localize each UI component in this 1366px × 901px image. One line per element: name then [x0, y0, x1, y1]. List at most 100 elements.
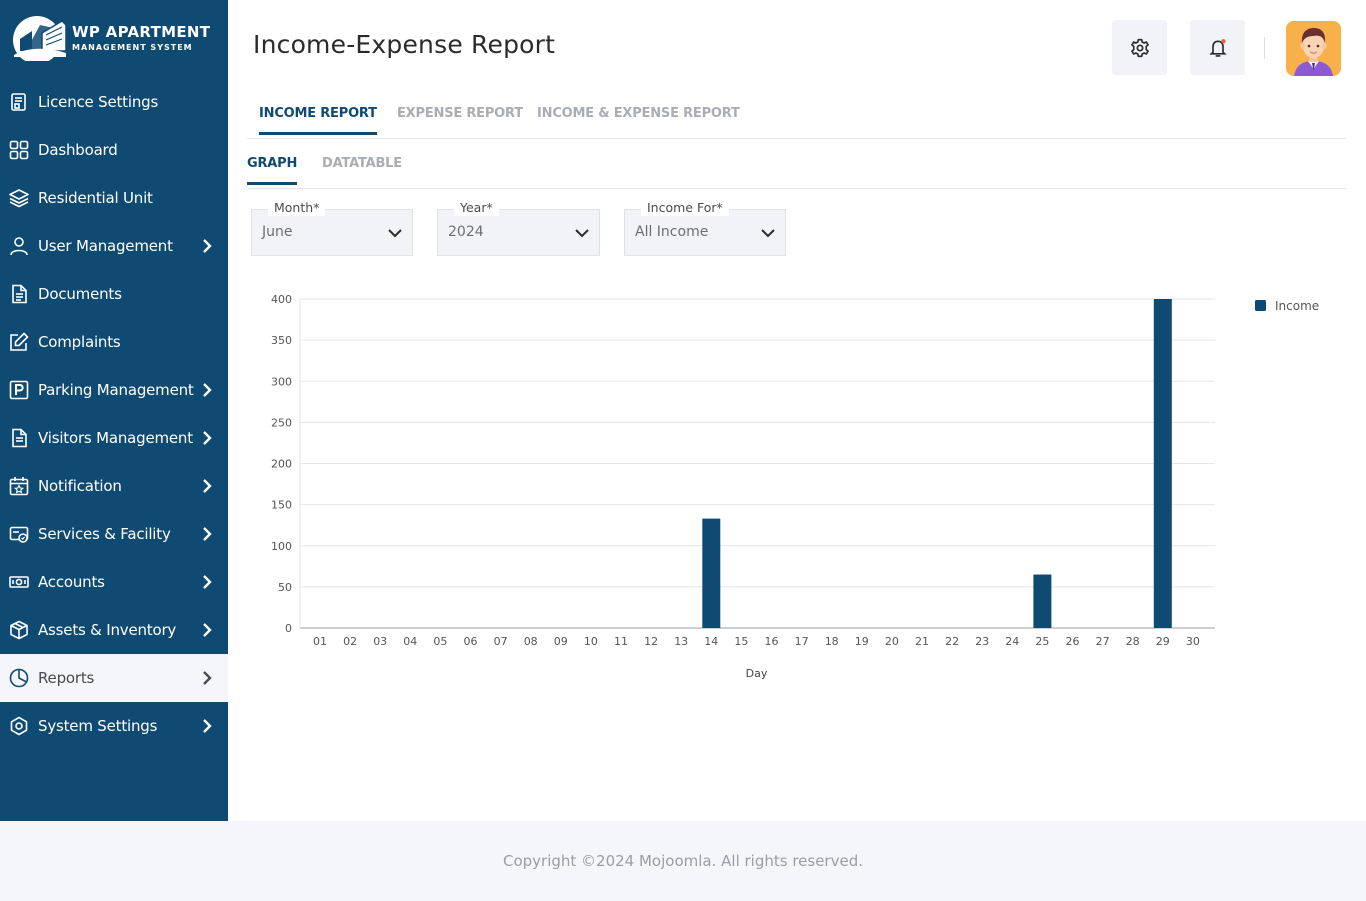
chevron-right-icon [203, 575, 212, 589]
x-tick-label: 28 [1126, 635, 1140, 648]
sidebar-item-label: User Management [38, 237, 173, 255]
sidebar-item-accounts[interactable]: Accounts [0, 558, 228, 606]
y-tick-label: 50 [278, 581, 292, 594]
y-tick-label: 400 [271, 293, 292, 306]
sidebar-item-label: Reports [38, 669, 95, 687]
sidebar-item-visitors-management[interactable]: Visitors Management [0, 414, 228, 462]
sidebar-item-complaints[interactable]: Complaints [0, 318, 228, 366]
sidebar-item-parking-management[interactable]: Parking Management [0, 366, 228, 414]
x-tick-label: 04 [403, 635, 417, 648]
bar [702, 518, 721, 628]
sidebar-item-dashboard[interactable]: Dashboard [0, 126, 228, 174]
y-tick-label: 100 [271, 540, 292, 553]
sidebar-menu: Licence Settings Dashboard Residential U… [0, 78, 228, 750]
chevron-right-icon [203, 383, 212, 397]
tab-income-report[interactable]: INCOME REPORT [259, 106, 377, 135]
sidebar-item-label: Licence Settings [38, 93, 159, 111]
sidebar-item-label: System Settings [38, 717, 158, 735]
bar [1033, 574, 1052, 628]
chevron-right-icon [203, 719, 212, 733]
sidebar-item-label: Notification [38, 477, 122, 495]
chevron-down-icon [575, 229, 589, 238]
dashboard-grid-icon [8, 139, 30, 161]
page-title: Income-Expense Report [253, 30, 556, 59]
x-tick-label: 06 [464, 635, 478, 648]
brand-logo[interactable]: WP APARTMENT MANAGEMENT SYSTEM [12, 14, 222, 64]
chevron-right-icon [203, 239, 212, 253]
x-tick-label: 10 [584, 635, 598, 648]
y-tick-label: 150 [271, 499, 292, 512]
edit-icon [8, 331, 30, 353]
x-tick-label: 21 [915, 635, 929, 648]
x-tick-label: 30 [1186, 635, 1200, 648]
tab-graph[interactable]: GRAPH [247, 156, 297, 185]
x-tick-label: 05 [433, 635, 447, 648]
x-tick-label: 11 [614, 635, 628, 648]
sidebar-item-label: Dashboard [38, 141, 118, 159]
income-for-select[interactable]: Income For* All Income [624, 200, 786, 256]
chevron-right-icon [203, 623, 212, 637]
sidebar-item-services-facility[interactable]: Services & Facility [0, 510, 228, 558]
sidebar-item-licence-settings[interactable]: Licence Settings [0, 78, 228, 126]
income-bar-chart: 0 50 100 150 200 250 300 350 400 01 02 03 04 05 06 07 08… [271, 293, 1319, 680]
money-icon [8, 571, 30, 593]
x-tick-label: 12 [644, 635, 658, 648]
header-divider [1264, 37, 1265, 59]
x-tick-label: 03 [373, 635, 387, 648]
month-select[interactable]: Month* June [251, 200, 413, 256]
sidebar-item-label: Visitors Management [38, 429, 193, 447]
chevron-right-icon [203, 479, 212, 493]
sidebar-item-assets-inventory[interactable]: Assets & Inventory [0, 606, 228, 654]
income-for-label: Income For* [641, 200, 729, 216]
sidebar-item-reports[interactable]: Reports [0, 654, 228, 702]
x-tick-label: 14 [704, 635, 718, 648]
x-tick-label: 07 [494, 635, 508, 648]
tab-datatable[interactable]: DATATABLE [322, 156, 402, 171]
sidebar-item-label: Accounts [38, 573, 105, 591]
sidebar-item-label: Parking Management [38, 381, 194, 399]
avatar[interactable] [1286, 21, 1341, 76]
x-tick-label: 08 [524, 635, 538, 648]
x-tick-label: 02 [343, 635, 357, 648]
gear-icon [1130, 38, 1149, 57]
sidebar-item-residential-unit[interactable]: Residential Unit [0, 174, 228, 222]
parking-icon [8, 379, 30, 401]
brand-subtitle: MANAGEMENT SYSTEM [72, 42, 193, 52]
x-tick-label: 18 [825, 635, 839, 648]
layers-icon [8, 187, 30, 209]
sidebar-item-label: Services & Facility [38, 525, 171, 543]
tab-income-expense-report[interactable]: INCOME & EXPENSE REPORT [537, 106, 740, 121]
year-value: 2024 [448, 224, 484, 240]
x-tick-label: 17 [795, 635, 809, 648]
user-avatar-icon [1286, 21, 1341, 76]
copyright-text: Copyright ©2024 Mojoomla. All rights res… [502, 852, 863, 870]
service-card-icon [8, 523, 30, 545]
settings-button[interactable] [1112, 20, 1167, 75]
legend-swatch [1255, 300, 1266, 311]
x-tick-label: 23 [975, 635, 989, 648]
x-tick-label: 01 [313, 635, 327, 648]
x-tick-label: 22 [945, 635, 959, 648]
chevron-down-icon [388, 229, 402, 238]
sidebar-item-system-settings[interactable]: System Settings [0, 702, 228, 750]
sidebar-item-notification[interactable]: Notification [0, 462, 228, 510]
tab-expense-report[interactable]: EXPENSE REPORT [397, 106, 523, 121]
user-icon [8, 235, 30, 257]
notifications-button[interactable] [1190, 20, 1245, 75]
y-tick-label: 250 [271, 416, 292, 429]
month-label: Month* [268, 200, 326, 216]
x-tick-label: 25 [1035, 635, 1049, 648]
year-select[interactable]: Year* 2024 [437, 200, 600, 256]
x-tick-label: 09 [554, 635, 568, 648]
settings-hex-icon [8, 715, 30, 737]
x-tick-label: 19 [855, 635, 869, 648]
sidebar-item-documents[interactable]: Documents [0, 270, 228, 318]
visitor-doc-icon [8, 427, 30, 449]
sidebar-item-label: Residential Unit [38, 189, 153, 207]
x-tick-label: 29 [1156, 635, 1170, 648]
bell-icon [1208, 38, 1227, 57]
sidebar-item-user-management[interactable]: User Management [0, 222, 228, 270]
chevron-right-icon [203, 671, 212, 685]
y-tick-label: 300 [271, 375, 292, 388]
income-for-value: All Income [635, 224, 709, 240]
